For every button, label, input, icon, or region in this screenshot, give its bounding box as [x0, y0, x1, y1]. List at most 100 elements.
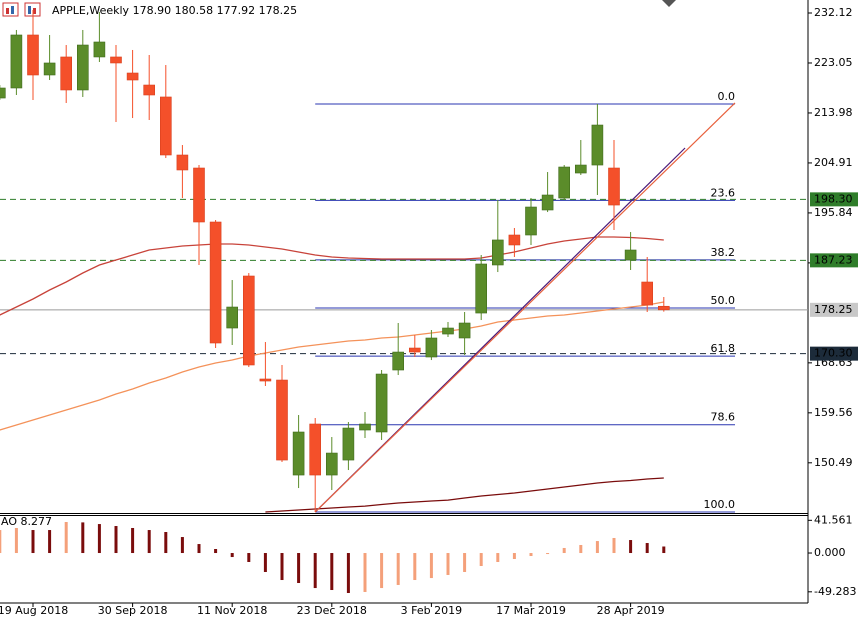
candle-body: [508, 234, 521, 246]
ao-bar: [429, 553, 433, 579]
ao-bar: [180, 537, 184, 554]
price-box-label: 170.30: [814, 347, 853, 360]
x-tick-label: 30 Sep 2018: [98, 604, 168, 617]
y-tick-label: 41.561: [814, 513, 853, 526]
header-icons: [2, 2, 41, 17]
fib-label: 78.6: [711, 411, 736, 424]
candle-body: [0, 87, 6, 99]
price-box-label: 198.30: [814, 192, 853, 205]
moving-average: [0, 236, 664, 316]
ao-bar: [645, 543, 649, 554]
ao-bar: [214, 549, 218, 554]
ao-bar: [612, 537, 616, 554]
x-tick-label: 17 Mar 2019: [496, 604, 566, 617]
y-tick-label: 223.05: [814, 56, 853, 69]
candle-body: [558, 166, 571, 199]
candle-body: [10, 34, 23, 89]
candle-body: [226, 306, 238, 329]
fib-label: 0.0: [718, 90, 736, 103]
ao-bar: [595, 541, 599, 554]
ao-bar: [297, 553, 301, 584]
ao-bar: [496, 553, 500, 562]
ao-bar: [662, 546, 666, 554]
fib-label: 50.0: [711, 294, 736, 307]
ao-bar: [579, 544, 583, 554]
candle-body: [491, 239, 504, 266]
fib-label: 23.6: [711, 186, 736, 199]
y-tick-label: 150.49: [814, 456, 853, 469]
ao-bar: [380, 553, 384, 589]
candle-body: [608, 167, 620, 206]
ao-bar: [363, 553, 367, 592]
x-tick-label: 23 Dec 2018: [297, 604, 367, 617]
candle-body: [342, 427, 355, 461]
candle-body: [591, 124, 604, 166]
candle-body: [176, 154, 189, 171]
moving-average: [0, 301, 664, 431]
ao-bar: [546, 553, 550, 555]
candle-body: [359, 423, 371, 431]
candle-body: [458, 322, 471, 339]
y-tick-label: 0.000: [814, 546, 846, 559]
candle-body: [574, 164, 587, 174]
price-box: [810, 346, 858, 361]
ao-bar: [263, 553, 267, 572]
shift-marker: [662, 0, 676, 7]
close-label: 178.25: [259, 4, 298, 17]
ao-bar: [164, 532, 168, 554]
candle-body: [43, 62, 56, 76]
candle-body: [309, 423, 322, 476]
candle-body: [243, 275, 255, 366]
candle-body: [77, 44, 89, 91]
ao-bar: [131, 527, 135, 554]
ao-bar: [0, 530, 2, 554]
ao-bar: [463, 553, 467, 572]
candle-body: [375, 373, 388, 433]
price-box: [810, 253, 858, 268]
ao-value: 8.277: [21, 515, 53, 528]
ao-bar: [280, 553, 284, 581]
candle-body: [276, 379, 288, 461]
candle-body: [624, 249, 637, 261]
symbol: APPLE,Weekly: [52, 4, 130, 17]
y-tick-label: 204.91: [814, 156, 853, 169]
ao-bar: [512, 553, 516, 559]
x-tick-label: 28 Apr 2019: [597, 604, 665, 617]
ao-bar: [114, 526, 118, 554]
candle-body: [442, 327, 454, 335]
icon: [28, 6, 31, 14]
y-tick-label: 195.84: [814, 206, 853, 219]
ao-bar: [81, 522, 85, 554]
ao-bar: [247, 553, 251, 562]
y-tick-label: 232.12: [814, 6, 853, 19]
x-tick-label: 3 Feb 2019: [401, 604, 462, 617]
price-box-label: 187.23: [814, 253, 853, 266]
candle-body: [209, 221, 222, 344]
candle-body: [325, 452, 338, 476]
fib-label: 61.8: [711, 342, 736, 355]
icon: [2, 2, 19, 17]
x-tick-label: 11 Nov 2018: [197, 604, 267, 617]
ao-bar: [313, 553, 317, 589]
candle-body: [60, 56, 73, 91]
fib-label: 38.2: [711, 246, 736, 259]
candle-body: [641, 281, 654, 306]
high-label: 180.58: [175, 4, 214, 17]
ao-bar: [197, 544, 201, 554]
ao-bar: [14, 527, 18, 554]
open-label: 178.90: [133, 4, 172, 17]
candle-body: [143, 84, 155, 96]
ao-bar: [346, 553, 350, 594]
candle-body: [408, 347, 421, 353]
candle-body: [160, 96, 172, 156]
ao-bar: [413, 553, 417, 581]
candle-body: [392, 351, 405, 371]
candle-body: [475, 263, 488, 314]
price-box: [810, 302, 858, 317]
candle-body: [525, 206, 537, 236]
y-tick-label: 213.98: [814, 106, 853, 119]
icon: [33, 8, 36, 14]
icon: [6, 8, 9, 14]
ao-name: AO: [1, 515, 17, 528]
